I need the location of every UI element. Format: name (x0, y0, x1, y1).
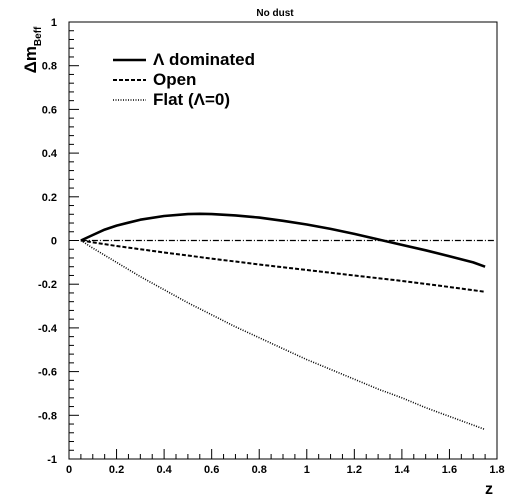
ticks-layer: -1 -0.8 -0.6 -0.4 -0.2 0 0.2 0.4 0.6 0.8 1 0 0.2 0.4 0… (38, 17, 505, 476)
x-tick-label: 1.4 (394, 464, 410, 476)
y-axis-title-subscript: Beff (33, 26, 44, 46)
x-tick-label: 1 (304, 464, 310, 476)
y-tick-label: -0.4 (38, 323, 58, 335)
legend-label-1: Λ dominated (153, 50, 255, 69)
y-axis-title: ΔmBeff (21, 26, 44, 73)
x-tick-label: 0.8 (252, 464, 267, 476)
x-tick-label: 0.6 (204, 464, 219, 476)
y-tick-label: 0.4 (42, 148, 58, 160)
y-axis-title-main: Δm (21, 46, 40, 73)
y-tick-label: -0.2 (38, 279, 57, 291)
chart-title: No dust (256, 8, 294, 19)
y-tick-label: -1 (47, 454, 57, 466)
svg-text:ΔmBeff: ΔmBeff (21, 26, 44, 73)
series-line-1 (80, 212, 486, 268)
y-tick-label: 0 (51, 236, 57, 248)
y-tick-label: 0.8 (42, 61, 57, 73)
x-tick-label: 1.8 (489, 464, 504, 476)
series-line-2 (80, 239, 486, 293)
x-axis-title: z (485, 481, 493, 498)
legend-label-3: Flat (Λ=0) (153, 90, 230, 109)
series-line-3 (80, 239, 486, 431)
y-tick-label: 0.2 (42, 192, 57, 204)
x-tick-label: 1.6 (442, 464, 457, 476)
x-tick-label: 0.2 (109, 464, 124, 476)
y-tick-label: -0.8 (38, 410, 57, 422)
x-tick-label: 1.2 (347, 464, 362, 476)
x-tick-label: 0 (66, 464, 72, 476)
y-tick-label: 0.6 (42, 104, 57, 116)
x-tick-label: 0.4 (156, 464, 172, 476)
y-tick-label: -0.6 (38, 367, 57, 379)
y-tick-label: 1 (51, 17, 57, 29)
series-layer (80, 212, 486, 431)
legend-label-2: Open (153, 70, 196, 89)
